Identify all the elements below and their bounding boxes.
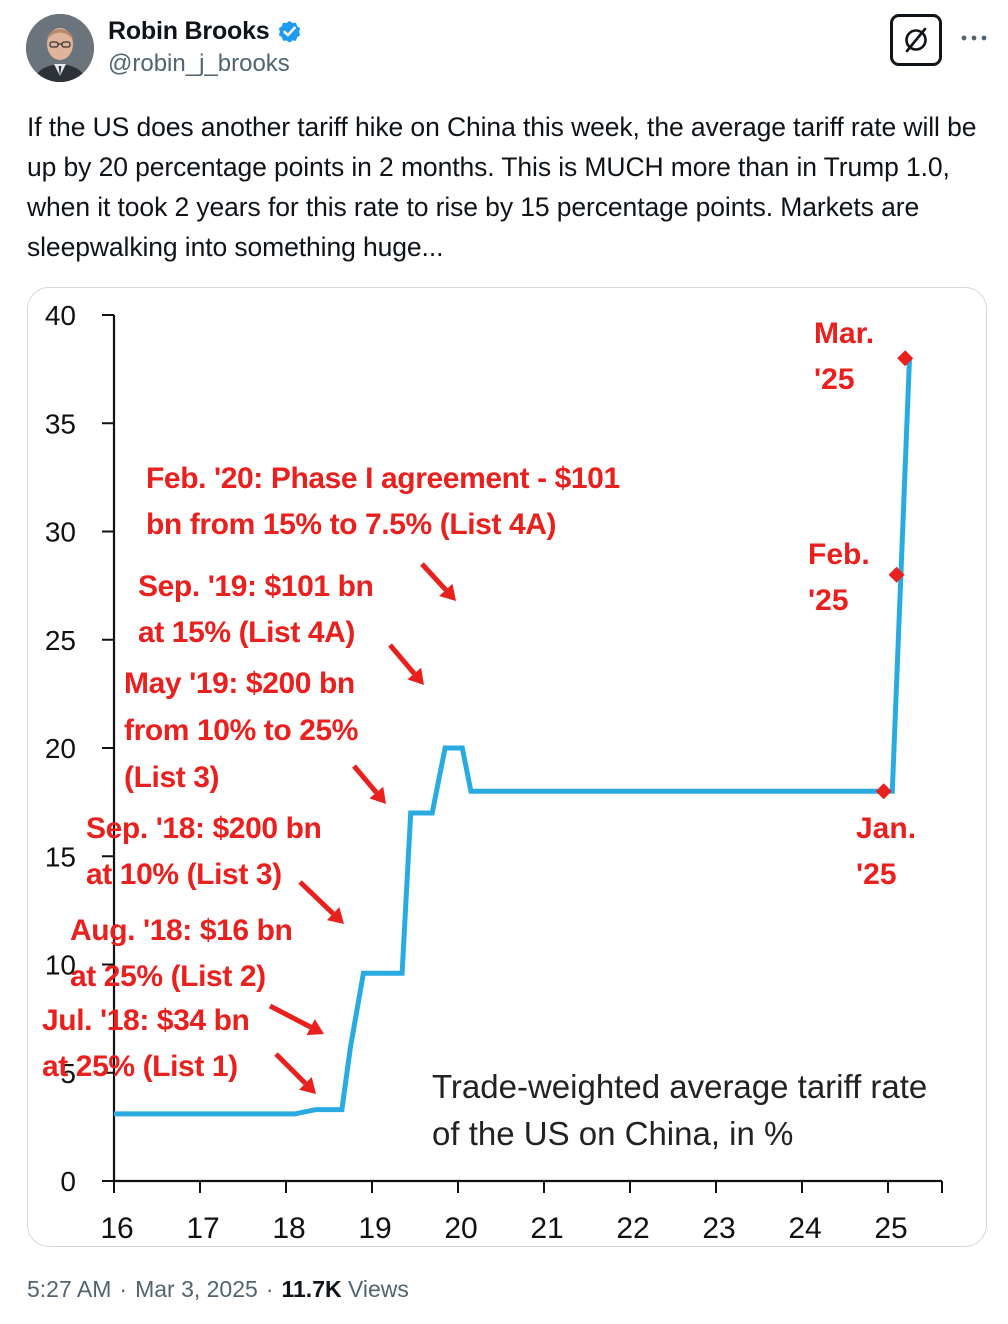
annotation-label: Sep. '19: $101 bn at 15% (List 4A) [138, 570, 374, 649]
tweet-media-chart[interactable]: 0 5 10 15 20 25 30 35 40 16 17 18 19 20 21 22 23 24 25 Trad… [27, 287, 987, 1247]
annotation-arrow-head [439, 583, 456, 601]
x-tick-label: 24 [788, 1212, 821, 1245]
annotation-text: at 15% (List 4A) [138, 616, 355, 649]
tweet-time[interactable]: 5:27 AM [27, 1276, 112, 1302]
marker-label: Jan. '25 [856, 812, 916, 891]
grok-button[interactable] [890, 14, 942, 66]
y-tick-label: 0 [60, 1166, 76, 1197]
grok-slash-icon [905, 27, 927, 53]
chart-caption-line-2: of the US on China, in % [432, 1115, 793, 1152]
y-tick-label: 35 [45, 408, 76, 439]
annotation-label: Jul. '18: $34 bn at 25% (List 1) [42, 1004, 250, 1083]
annotation-arrow-shaft [352, 764, 379, 795]
avatar-image [26, 14, 94, 82]
author-name[interactable]: Robin Brooks [108, 17, 270, 45]
annotation-label: May '19: $200 bn from 10% to 25% (List 3) [124, 667, 358, 794]
annotation-text: Sep. '19: $101 bn [138, 570, 373, 603]
annotation-arrow [352, 764, 386, 804]
marker-label: Feb. '25 [808, 538, 870, 617]
y-tick-label: 5 [60, 1058, 76, 1089]
marker-label: Mar. '25 [814, 317, 874, 396]
author-handle[interactable]: @robin_j_brooks [108, 50, 290, 77]
annotation-arrow-shaft [388, 643, 417, 676]
data-marker [875, 783, 892, 800]
annotation-text: Aug. '18: $16 bn [70, 914, 292, 947]
annotation-arrow-shaft [268, 1003, 312, 1030]
y-tick-label: 15 [45, 841, 76, 872]
x-tick-label: 19 [358, 1212, 391, 1245]
annotation-label: Sep. '18: $200 bn at 10% (List 3) [86, 812, 322, 891]
annotation-arrow-head [369, 786, 386, 804]
annotation-text: at 10% (List 3) [86, 858, 282, 891]
y-tick-label: 20 [45, 733, 76, 764]
tariff-chart: 0 5 10 15 20 25 30 35 40 16 17 18 19 20 21 22 23 24 25 Trad… [42, 300, 943, 1245]
annotation-text: at 25% (List 2) [70, 960, 266, 993]
annotation-arrow [274, 1052, 316, 1094]
annotation-arrow-head [299, 1077, 316, 1094]
annotation-arrow [298, 880, 344, 924]
tweet-metadata: 5:27 AM · Mar 3, 2025 · 11.7K Views [27, 1276, 409, 1303]
annotation-arrow-head [407, 667, 424, 685]
annotation-text: May '19: $200 bn [124, 667, 355, 700]
annotation-text: Feb. '20: Phase I agreement - $101 [146, 462, 620, 495]
chart-caption: Trade-weighted average tariff rate of the… [432, 1068, 927, 1152]
tweet-text: If the US does another tariff hike on Ch… [27, 112, 977, 262]
data-marker [888, 566, 905, 583]
annotation-arrow [420, 562, 456, 601]
x-tick-label: 21 [530, 1212, 563, 1245]
annotation-text: bn from 15% to 7.5% (List 4A) [146, 508, 556, 541]
annotation-text: Jul. '18: $34 bn [42, 1004, 249, 1037]
x-tick-label: 22 [616, 1212, 649, 1245]
x-tick-label: 18 [272, 1212, 305, 1245]
marker-label-text: Jan. [856, 812, 916, 845]
annotation-text: from 10% to 25% [124, 714, 358, 747]
y-tick-label: 25 [45, 625, 76, 656]
annotation-arrow-shaft [274, 1052, 308, 1086]
annotation-arrow-head [306, 1019, 324, 1036]
annotation-text: Sep. '18: $200 bn [86, 812, 321, 845]
annotation-arrow-shaft [298, 880, 335, 916]
marker-label-text: Feb. [808, 538, 870, 571]
author-name-row[interactable]: Robin Brooks [108, 17, 303, 46]
x-tick-label: 17 [186, 1212, 219, 1245]
annotation-label: Aug. '18: $16 bn at 25% (List 2) [70, 914, 293, 993]
verified-badge-icon [276, 18, 303, 45]
more-horizontal-icon [961, 35, 987, 41]
annotation-arrow-shaft [420, 562, 448, 592]
marker-label-text: '25 [856, 858, 897, 891]
marker-label-text: '25 [814, 363, 855, 396]
more-options-button[interactable] [956, 18, 992, 58]
data-marker [897, 350, 914, 367]
x-tick-label: 16 [100, 1212, 133, 1245]
annotation-label: Feb. '20: Phase I agreement - $101 bn fro… [146, 462, 620, 541]
views-count: 11.7K [281, 1276, 342, 1302]
x-tick-label: 23 [702, 1212, 735, 1245]
annotation-arrow [388, 643, 424, 685]
tweet-date[interactable]: Mar 3, 2025 [135, 1276, 258, 1302]
separator-dot: · [119, 1276, 128, 1302]
x-tick-label: 25 [874, 1212, 907, 1245]
separator-dot: · [265, 1276, 274, 1302]
annotation-arrow-head [326, 907, 344, 924]
annotation-text: at 25% (List 1) [42, 1050, 238, 1083]
y-tick-label: 40 [45, 300, 76, 331]
x-tick-label: 20 [444, 1212, 477, 1245]
y-tick-label: 10 [45, 950, 76, 981]
avatar[interactable] [26, 14, 94, 82]
y-tick-label: 30 [45, 517, 76, 548]
annotation-arrow [268, 1003, 324, 1036]
views-label: Views [347, 1276, 409, 1302]
marker-label-text: Mar. [814, 317, 874, 350]
marker-label-text: '25 [808, 584, 849, 617]
annotation-text: (List 3) [124, 761, 219, 794]
chart-caption-line-1: Trade-weighted average tariff rate [432, 1068, 927, 1105]
